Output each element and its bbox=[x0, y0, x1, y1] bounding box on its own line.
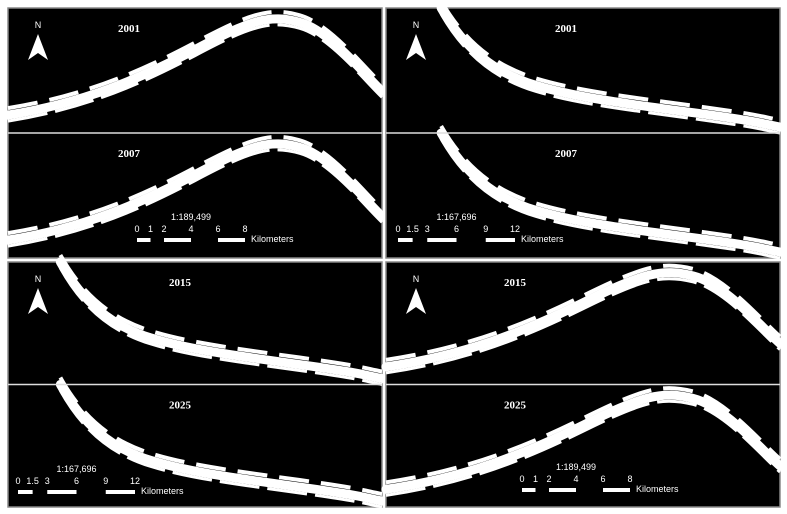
scale-segment bbox=[164, 238, 191, 242]
scale-tick-label: 1.5 bbox=[406, 224, 419, 234]
scale-unit: Kilometers bbox=[141, 486, 184, 496]
river-channel bbox=[385, 386, 782, 485]
river-channel bbox=[385, 263, 782, 362]
scale-ratio: 1:189,499 bbox=[556, 462, 596, 472]
scale-tick-label: 2 bbox=[546, 474, 551, 484]
river-channel bbox=[55, 380, 387, 506]
scale-unit: Kilometers bbox=[251, 234, 294, 244]
river-channel bbox=[385, 399, 781, 497]
river-channel bbox=[7, 23, 384, 123]
scale-tick-label: 6 bbox=[454, 224, 459, 234]
north-label: N bbox=[413, 20, 420, 30]
river-channel bbox=[3, 14, 387, 120]
river-channel bbox=[436, 128, 785, 257]
year-label: 2025 bbox=[504, 400, 527, 412]
north-arrow bbox=[28, 34, 48, 60]
scale-segment bbox=[522, 488, 536, 492]
river-channel bbox=[3, 139, 387, 245]
year-map: 2001 bbox=[436, 0, 785, 135]
scale-segment bbox=[18, 490, 33, 494]
river-channel bbox=[439, 125, 781, 247]
river-channel bbox=[7, 9, 384, 111]
river-channel bbox=[381, 390, 785, 494]
year-label: 2015 bbox=[504, 277, 527, 289]
scale-tick-label: 8 bbox=[627, 474, 632, 484]
scale-tick-label: 0 bbox=[395, 224, 400, 234]
north-label: N bbox=[35, 274, 42, 284]
scale-tick-label: 12 bbox=[510, 224, 520, 234]
north-label: N bbox=[35, 20, 42, 30]
scale-segment bbox=[549, 488, 576, 492]
year-label: 2001 bbox=[118, 23, 140, 35]
scale-segment bbox=[137, 238, 151, 242]
scale-tick-label: 1 bbox=[148, 224, 153, 234]
scale-tick-label: 0 bbox=[519, 474, 524, 484]
river-channel bbox=[439, 138, 781, 260]
scale-tick-label: 0 bbox=[134, 224, 139, 234]
scale-segment bbox=[47, 490, 77, 494]
scale-tick-label: 6 bbox=[600, 474, 605, 484]
year-label: 2015 bbox=[169, 277, 192, 289]
scale-segment bbox=[218, 238, 245, 242]
river-channel bbox=[7, 134, 384, 236]
north-label: N bbox=[413, 274, 420, 284]
year-map: 2025 bbox=[55, 376, 387, 509]
scale-unit: Kilometers bbox=[521, 234, 564, 244]
scale-unit: Kilometers bbox=[636, 484, 679, 494]
scale-tick-label: 12 bbox=[130, 476, 140, 486]
river-channel bbox=[58, 254, 383, 374]
year-label: 2025 bbox=[169, 400, 192, 412]
scale-tick-label: 1 bbox=[533, 474, 538, 484]
scale-tick-label: 6 bbox=[215, 224, 220, 234]
scale-tick-label: 4 bbox=[573, 474, 578, 484]
scale-tick-label: 3 bbox=[45, 476, 50, 486]
map-panel: 2015 2025 N 1:189,499 0 1 2 4 6 8 Kilometers bbox=[381, 261, 785, 508]
scale-ratio: 1:167,696 bbox=[436, 212, 476, 222]
scale-ratio: 1:189,499 bbox=[171, 212, 211, 222]
year-map: 2015 bbox=[55, 254, 387, 386]
north-arrow bbox=[406, 288, 426, 314]
river-channel bbox=[59, 389, 383, 509]
scale-tick-label: 3 bbox=[425, 224, 430, 234]
scale-segment bbox=[398, 238, 413, 242]
scale-tick-label: 0 bbox=[15, 476, 20, 486]
year-map: 2007 bbox=[436, 125, 785, 260]
year-label: 2001 bbox=[555, 23, 577, 35]
scale-segment bbox=[603, 488, 630, 492]
scale-tick-label: 8 bbox=[242, 224, 247, 234]
map-panel: 2001 2007 N 1:189,499 0 1 2 4 6 8 Kilometers bbox=[3, 7, 387, 259]
north-arrow bbox=[406, 34, 426, 60]
river-channel bbox=[59, 267, 383, 386]
scale-tick-label: 1.5 bbox=[26, 476, 39, 486]
year-label: 2007 bbox=[118, 148, 141, 160]
north-arrow bbox=[28, 288, 48, 314]
scale-tick-label: 9 bbox=[483, 224, 488, 234]
river-channel bbox=[436, 3, 785, 132]
year-map: 2001 bbox=[3, 9, 387, 123]
river-channel bbox=[439, 0, 781, 122]
year-map: 2007 bbox=[3, 134, 387, 248]
river-channel bbox=[55, 257, 387, 383]
scale-tick-label: 2 bbox=[161, 224, 166, 234]
year-map: 2025 bbox=[381, 386, 785, 497]
scale-tick-label: 9 bbox=[103, 476, 108, 486]
river-channel bbox=[385, 277, 781, 375]
river-channel bbox=[58, 376, 383, 496]
scale-tick-label: 4 bbox=[188, 224, 193, 234]
scale-segment bbox=[427, 238, 457, 242]
scale-segment bbox=[105, 490, 135, 494]
scale-segment bbox=[485, 238, 515, 242]
year-label: 2007 bbox=[555, 148, 578, 160]
river-channel bbox=[381, 268, 785, 372]
river-channel bbox=[7, 148, 384, 248]
scale-tick-label: 6 bbox=[74, 476, 79, 486]
year-map: 2015 bbox=[381, 263, 785, 375]
scale-ratio: 1:167,696 bbox=[56, 464, 96, 474]
river-channel bbox=[439, 13, 781, 135]
